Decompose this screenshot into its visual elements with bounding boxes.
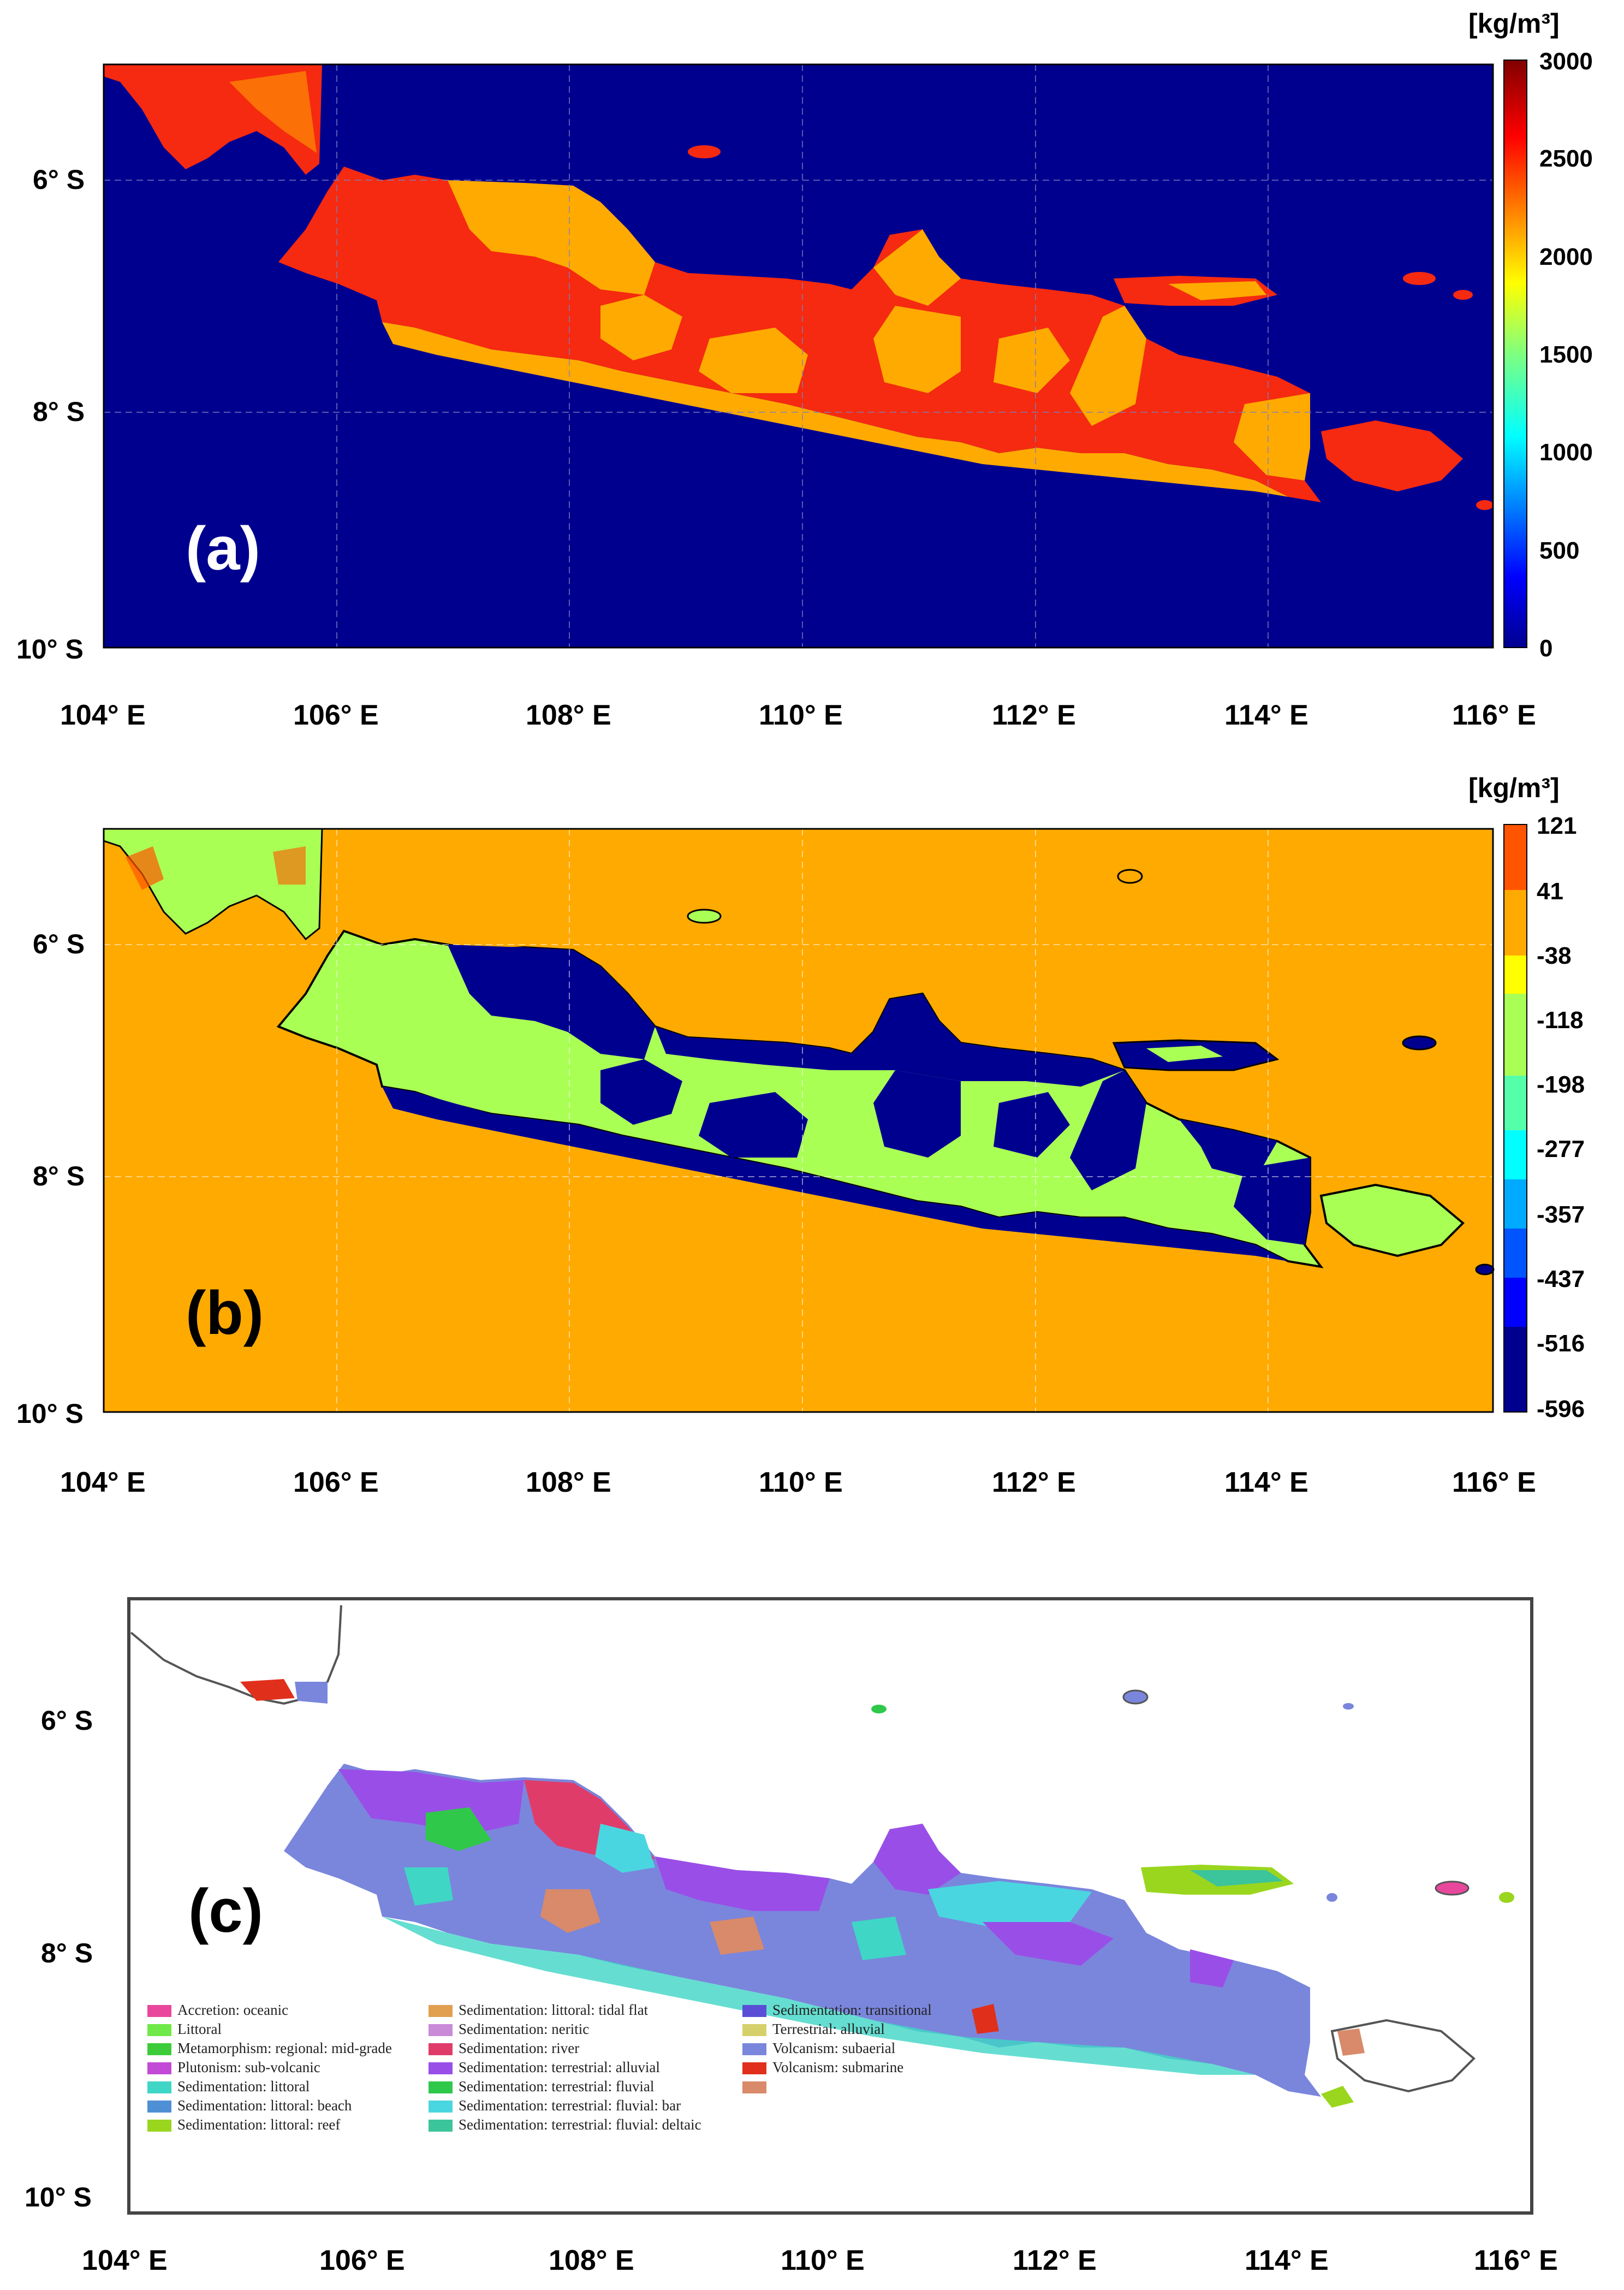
x-tick: 106° E bbox=[293, 1467, 379, 1498]
x-tick: 108° E bbox=[526, 699, 611, 731]
cb-tick: 0 bbox=[1539, 635, 1553, 662]
x-tick: 108° E bbox=[549, 2245, 634, 2276]
y-tick: 6° S bbox=[41, 1705, 93, 1736]
x-tick: 112° E bbox=[992, 1467, 1076, 1498]
cb-tick: 2000 bbox=[1539, 244, 1593, 270]
cb-tick: 2500 bbox=[1539, 145, 1593, 172]
cb-tick: -437 bbox=[1537, 1266, 1585, 1292]
density-map-b bbox=[103, 824, 1527, 1413]
legend-swatch bbox=[429, 2062, 453, 2074]
x-tick: 104° E bbox=[60, 1467, 146, 1498]
x-tick: 112° E bbox=[1013, 2245, 1097, 2276]
x-tick: 104° E bbox=[82, 2245, 168, 2276]
colorbar-unit-b: [kg/m³] bbox=[1468, 773, 1560, 803]
density-map-a bbox=[103, 60, 1527, 649]
legend-swatch bbox=[147, 2024, 171, 2036]
legend-swatch bbox=[429, 2024, 453, 2036]
y-tick: 6° S bbox=[33, 164, 85, 195]
legend-swatch bbox=[742, 2081, 766, 2093]
legend-swatch bbox=[429, 2120, 453, 2132]
colorbar-a bbox=[1503, 60, 1527, 648]
cb-tick: 41 bbox=[1537, 878, 1563, 905]
y-tick: 8° S bbox=[33, 396, 85, 427]
y-tick: 6° S bbox=[33, 929, 85, 959]
cb-tick: 121 bbox=[1537, 812, 1577, 839]
x-tick: 116° E bbox=[1452, 1467, 1536, 1498]
bali-island bbox=[1319, 1183, 1465, 1257]
cb-tick: -357 bbox=[1537, 1201, 1585, 1228]
legend-swatch bbox=[742, 2024, 766, 2036]
y-tick: 10° S bbox=[25, 2182, 92, 2212]
colorbar-b bbox=[1503, 824, 1527, 1413]
panel-label-c: (c) bbox=[188, 1877, 263, 1945]
y-tick: 8° S bbox=[41, 1938, 93, 1968]
legend-swatch bbox=[429, 2005, 453, 2017]
cb-tick: 1000 bbox=[1539, 439, 1593, 466]
legend-swatch bbox=[147, 2081, 171, 2093]
x-tick: 114° E bbox=[1224, 1467, 1308, 1498]
legend-swatch bbox=[147, 2005, 171, 2017]
panel-b: (b) [kg/m³] 121 41 -38 -118 -198 -277 -3… bbox=[0, 764, 1624, 1529]
cb-tick: -596 bbox=[1537, 1396, 1585, 1422]
cb-tick: 3000 bbox=[1539, 48, 1593, 75]
panel-label-a: (a) bbox=[186, 514, 260, 583]
x-tick: 116° E bbox=[1452, 699, 1536, 731]
legend-swatch bbox=[742, 2005, 766, 2017]
x-tick: 112° E bbox=[992, 699, 1076, 731]
y-tick: 8° S bbox=[33, 1161, 85, 1191]
y-tick: 10° S bbox=[16, 1398, 84, 1429]
cb-tick: -198 bbox=[1537, 1071, 1585, 1098]
x-tick: 110° E bbox=[759, 1467, 843, 1498]
legend-swatch bbox=[147, 2101, 171, 2113]
sumatra-outline bbox=[130, 1605, 342, 1705]
panel-c: (c) Accretion: oceanic Littoral Metamorp… bbox=[0, 1583, 1624, 2290]
legend-swatch bbox=[147, 2043, 171, 2055]
x-tick: 106° E bbox=[293, 699, 379, 731]
panel-label-b: (b) bbox=[186, 1279, 264, 1347]
cb-tick: -516 bbox=[1537, 1330, 1585, 1357]
legend-swatch bbox=[742, 2062, 766, 2074]
x-tick: 104° E bbox=[60, 699, 146, 731]
x-tick: 110° E bbox=[759, 699, 843, 731]
java-landmass bbox=[284, 1764, 1321, 2097]
cb-tick: 1500 bbox=[1539, 341, 1593, 368]
x-tick: 106° E bbox=[319, 2245, 405, 2276]
legend-swatch bbox=[147, 2062, 171, 2074]
sumatra-landmass bbox=[103, 828, 323, 941]
legend-swatch bbox=[429, 2081, 453, 2093]
y-tick: 10° S bbox=[16, 634, 84, 665]
x-tick: 110° E bbox=[781, 2245, 865, 2276]
x-tick: 114° E bbox=[1224, 699, 1308, 731]
colorbar-unit-a: [kg/m³] bbox=[1468, 8, 1560, 39]
legend-swatch bbox=[429, 2043, 453, 2055]
cb-tick: 500 bbox=[1539, 537, 1580, 564]
cb-tick: -277 bbox=[1537, 1136, 1585, 1162]
x-tick: 116° E bbox=[1474, 2245, 1558, 2276]
cb-tick: -38 bbox=[1537, 942, 1572, 969]
cb-tick: -118 bbox=[1537, 1007, 1584, 1034]
x-tick: 114° E bbox=[1245, 2245, 1329, 2276]
panel-a: (a) [kg/m³] 3000 2500 2000 1500 1000 500… bbox=[0, 0, 1624, 754]
legend-swatch bbox=[742, 2043, 766, 2055]
bali-outline bbox=[1330, 2019, 1476, 2093]
x-tick: 108° E bbox=[526, 1467, 611, 1498]
geology-map-c bbox=[127, 1597, 1533, 2215]
bali-island bbox=[1321, 420, 1463, 491]
legend-swatch bbox=[429, 2101, 453, 2113]
legend-swatch bbox=[147, 2120, 171, 2132]
